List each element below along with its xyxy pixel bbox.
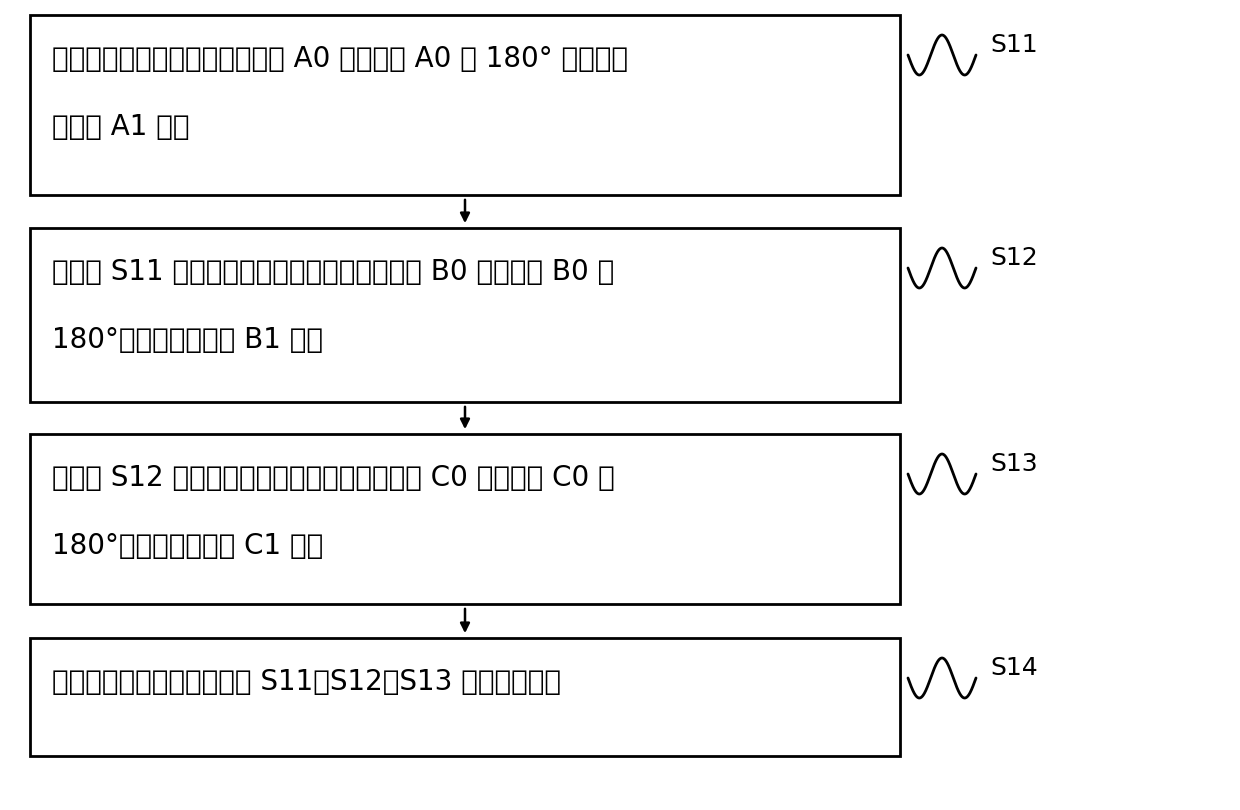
Text: 取上述 S12 电机剩余相中的任意一相将其设为 C0 相，滞后 C0 相: 取上述 S12 电机剩余相中的任意一相将其设为 C0 相，滞后 C0 相	[52, 464, 615, 492]
Text: 180°电角度的相设为 B1 相；: 180°电角度的相设为 B1 相；	[52, 326, 322, 354]
Text: 相设为 A1 相；: 相设为 A1 相；	[52, 113, 190, 141]
Text: S11: S11	[990, 33, 1038, 57]
Text: 电机剩余的所有相均以上述 S11、S12、S13 的方式定义；: 电机剩余的所有相均以上述 S11、S12、S13 的方式定义；	[52, 668, 560, 696]
Bar	[30, 228, 900, 402]
Text: 取电机其中的任意一相将其设为 A0 相，滞后 A0 相 180° 电角度的: 取电机其中的任意一相将其设为 A0 相，滞后 A0 相 180° 电角度的	[52, 45, 627, 73]
Text: 取上述 S11 电机剩余相中的任意一相将其设为 B0 相，滞后 B0 相: 取上述 S11 电机剩余相中的任意一相将其设为 B0 相，滞后 B0 相	[52, 258, 614, 286]
Text: S12: S12	[990, 246, 1038, 270]
Text: S13: S13	[990, 452, 1038, 476]
Text: S14: S14	[990, 656, 1038, 680]
Text: 180°电角度的相设为 C1 相；: 180°电角度的相设为 C1 相；	[52, 532, 324, 560]
Bar	[30, 638, 900, 756]
Bar	[30, 434, 900, 604]
Bar	[30, 15, 900, 195]
